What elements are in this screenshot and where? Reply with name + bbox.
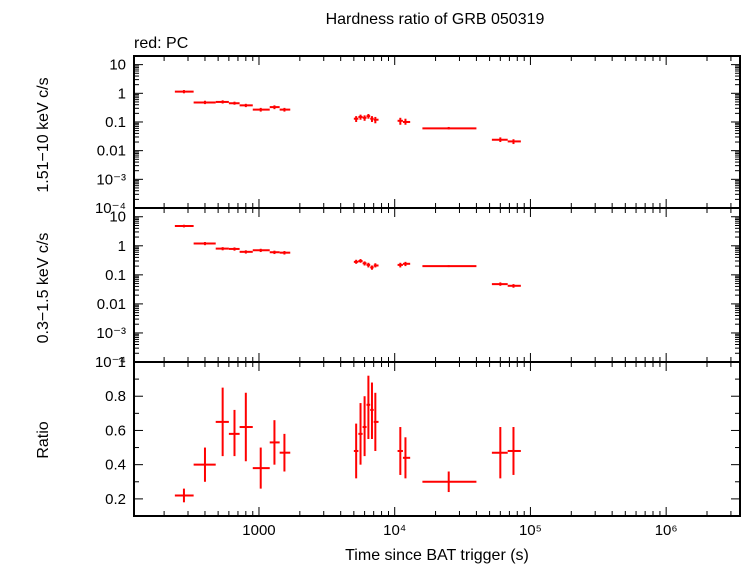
ratio-y-tick-label: 0.8 [105, 388, 126, 405]
hard-y-tick-label: 10⁻⁴ [95, 200, 126, 217]
soft-y-tick-label: 10⁻³ [96, 325, 126, 342]
soft-y-tick-label: 0.1 [105, 267, 126, 284]
ratio-frame [133, 361, 741, 517]
x-tick-label: 10⁴ [383, 522, 406, 539]
hard-y-tick-label: 1 [118, 85, 126, 102]
soft-band-panel: 10 1 0.1 0.01 10⁻³ 10⁻⁴ [95, 207, 741, 371]
hard-band-panel: 10 1 0.1 0.01 10⁻³ 10⁻⁴ [95, 55, 741, 217]
soft-y-tick-label: 10 [109, 209, 126, 226]
ratio-y-tick-label: 0.2 [105, 491, 126, 508]
hard-y-tick-label: 0.1 [105, 114, 126, 131]
figure-subtitle: red: PC [134, 35, 188, 52]
x-tick-label: 10⁵ [519, 522, 542, 539]
ylabel-hard: 1.51−10 keV c/s [35, 77, 52, 192]
ratio-y-tick-label: 1 [118, 354, 126, 371]
ratio-panel: 0.2 0.4 0.6 0.8 1 1000 10⁴ 10⁵ 10⁶ [105, 354, 741, 539]
ylabel-ratio: Ratio [35, 421, 52, 458]
ratio-y-tick-label: 0.6 [105, 422, 126, 439]
ylabel-soft: 0.3−1.5 keV c/s [35, 233, 52, 344]
hard-y-tick-label: 10 [109, 57, 126, 74]
soft-y-tick-label: 1 [118, 238, 126, 255]
soft-y-tick-label: 0.01 [97, 296, 126, 313]
x-tick-label: 1000 [242, 522, 275, 539]
hard-y-tick-label: 10⁻³ [96, 171, 126, 188]
figure-title: Hardness ratio of GRB 050319 [326, 11, 545, 28]
x-axis-label: Time since BAT trigger (s) [345, 547, 529, 564]
soft-y-tick-label: 10⁻⁴ [95, 354, 126, 371]
x-tick-label: 10⁶ [655, 522, 678, 539]
ratio-y-tick-label: 0.4 [105, 457, 126, 474]
hard-y-tick-label: 0.01 [97, 143, 126, 160]
